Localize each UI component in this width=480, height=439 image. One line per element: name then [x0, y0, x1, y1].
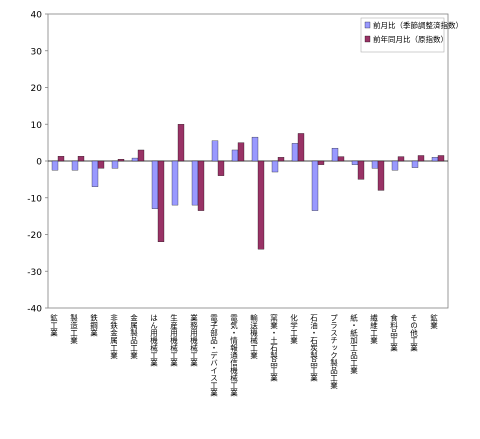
category-label: 紙・紙加工品工業 [349, 313, 358, 376]
bar-mom [291, 143, 299, 162]
bar-yoy [157, 160, 165, 242]
category-label: 輸送機械工業 [249, 313, 258, 361]
bar-yoy [217, 160, 225, 176]
bar-mom [211, 140, 219, 162]
y-tick-label: 10 [31, 121, 43, 131]
bar-mom [391, 160, 399, 171]
bar-yoy [417, 155, 425, 162]
category-label: 電子部品・デバイス工業 [209, 314, 218, 398]
bar-yoy [57, 156, 65, 162]
category-label: 業務用機械工業 [189, 313, 198, 368]
legend-swatch [364, 21, 371, 29]
category-labels: 鉱工業 製造工業 鉄鋼業 非鉄金属工業 金属製品工業 はん用機械工業 生産用機械工業 業務用機… [49, 313, 438, 398]
y-tick-label: -30 [27, 268, 42, 278]
bar-yoy [277, 157, 285, 162]
bar-mom [151, 160, 159, 209]
bar-mom [71, 160, 79, 171]
category-label: 金属製品工業 [129, 313, 138, 361]
category-label: 製造工業 [69, 313, 78, 346]
bar-yoy [397, 156, 405, 162]
bar-yoy [377, 160, 385, 191]
legend-box [360, 17, 445, 53]
legend-label: 前年同月比（原指数） [373, 34, 448, 44]
bar-yoy [177, 124, 185, 162]
category-label: 繊維工業 [369, 313, 378, 346]
category-label: 非鉄金属工業 [109, 313, 118, 361]
bar-yoy [77, 156, 85, 162]
bar-yoy [437, 155, 445, 162]
bar-yoy [97, 160, 105, 169]
y-tick-label: -10 [27, 194, 42, 204]
category-label: 鉱工業 [49, 313, 58, 338]
category-label: 電気・情報通信機械工業 [229, 314, 238, 398]
bar-mom [351, 160, 359, 165]
bar-mom [311, 160, 319, 211]
legend-label: 前月比（季節調整済指数） [373, 20, 463, 30]
bar-yoy [337, 156, 345, 162]
category-label: プラスチック製品工業 [329, 314, 338, 391]
legend: 前月比（季節調整済指数） 前年同月比（原指数） [360, 17, 463, 53]
y-tick-label: -40 [27, 305, 42, 315]
category-label: 化学工業 [289, 313, 298, 346]
bar-yoy [117, 159, 125, 162]
bar-yoy [197, 160, 205, 211]
category-label: 食料品工業 [389, 313, 398, 353]
y-tick-label: 20 [31, 84, 43, 94]
category-label: その他工業 [409, 314, 418, 353]
bar-yoy [137, 149, 145, 162]
bar-mom [431, 157, 439, 162]
bar-mom [371, 160, 379, 169]
bar-yoy [357, 160, 365, 180]
bar-mom [231, 149, 239, 162]
y-axis: -40 -30 -20 -10 0 10 20 30 40 [27, 11, 48, 315]
bar-yoy [257, 160, 265, 250]
bar-mom [191, 160, 199, 206]
bar-mom [271, 160, 279, 173]
category-label: 窯業・土石製品工業 [269, 313, 278, 383]
y-tick-label: 30 [31, 47, 43, 57]
y-tick-label: -20 [27, 231, 42, 241]
category-label: 鉱業 [429, 313, 438, 331]
bar-mom [171, 160, 179, 206]
bar-yoy [317, 160, 325, 165]
bar-mom [111, 160, 119, 169]
y-tick-label: 40 [31, 11, 43, 21]
legend-swatch [364, 35, 371, 43]
category-label: 鉄鋼業 [89, 313, 98, 338]
bar-mom [51, 160, 59, 171]
category-label: 生産用機械工業 [169, 313, 178, 368]
bar-mom [411, 160, 419, 168]
y-tick-label: 0 [36, 158, 42, 168]
bar-mom [331, 147, 339, 162]
bar-mom [251, 136, 259, 162]
bar-yoy [297, 133, 305, 162]
category-label: はん用機械工業 [149, 314, 158, 368]
bar-yoy [237, 142, 245, 162]
bar-mom [91, 160, 99, 187]
bars [51, 124, 445, 250]
bar-mom [131, 157, 139, 162]
category-label: 石油・石炭製品工業 [309, 314, 318, 383]
